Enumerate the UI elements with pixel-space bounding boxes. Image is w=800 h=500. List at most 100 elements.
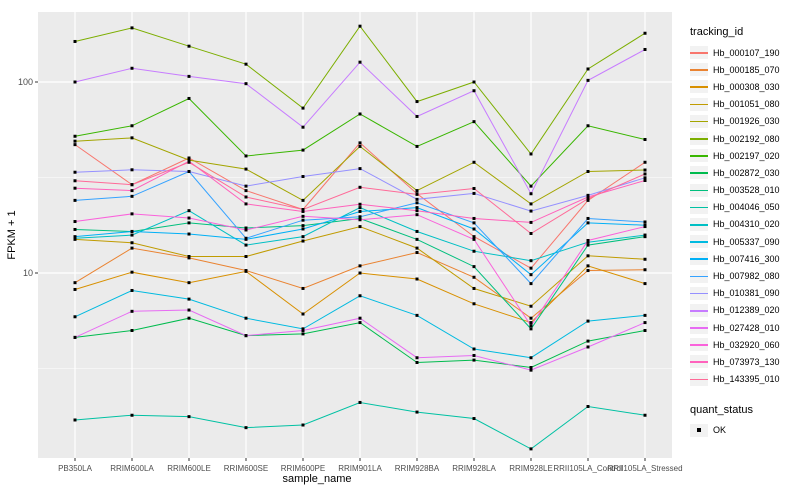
- data-point: [301, 227, 305, 231]
- data-point: [301, 423, 305, 427]
- data-point: [358, 400, 362, 404]
- data-point: [415, 192, 419, 196]
- data-point: [472, 237, 476, 241]
- legend-item-Hb_002872_030: Hb_002872_030: [690, 164, 798, 181]
- data-point: [643, 268, 647, 272]
- legend-item-label: Hb_002872_030: [713, 167, 780, 178]
- legend-color-line-icon: [690, 309, 708, 312]
- legend-key-swatch: [690, 217, 708, 231]
- data-point: [73, 134, 77, 138]
- data-point: [73, 139, 77, 143]
- data-point: [586, 269, 590, 273]
- data-point: [130, 413, 134, 417]
- x-tick-label: RRIM600LA: [110, 464, 154, 473]
- data-point: [415, 100, 419, 104]
- data-point: [301, 209, 305, 213]
- data-point: [130, 241, 134, 245]
- legend-key-swatch: [690, 355, 708, 369]
- data-point: [130, 328, 134, 332]
- legend-color-line-icon: [690, 206, 708, 209]
- legend-item-Hb_002192_080: Hb_002192_080: [690, 130, 798, 147]
- x-axis-title: sample_name: [282, 473, 351, 485]
- legend-key-swatch: [690, 114, 708, 128]
- data-point: [187, 255, 191, 259]
- data-point: [244, 82, 248, 86]
- data-point: [415, 313, 419, 317]
- legend-item-Hb_027428_010: Hb_027428_010: [690, 319, 798, 336]
- x-tick-label: RRIM928BA: [395, 464, 440, 473]
- x-tick-label: RRIM600PE: [281, 464, 325, 473]
- data-point: [472, 80, 476, 84]
- data-point: [643, 413, 647, 417]
- data-point: [643, 328, 647, 332]
- legend-item-Hb_000185_070: Hb_000185_070: [690, 61, 798, 78]
- data-point: [301, 198, 305, 202]
- data-point: [187, 232, 191, 236]
- data-point: [187, 74, 191, 78]
- data-point: [187, 96, 191, 100]
- legend-color-line-icon: [690, 155, 708, 157]
- data-point: [130, 26, 134, 30]
- data-point: [643, 225, 647, 229]
- legend-key-swatch: [690, 166, 708, 180]
- data-point: [586, 238, 590, 242]
- quant-ok-key-swatch: [690, 423, 708, 437]
- data-point: [244, 269, 248, 273]
- data-point: [529, 368, 533, 372]
- data-point: [586, 67, 590, 71]
- x-tick-label: RRIM928LE: [509, 464, 553, 473]
- data-point: [415, 410, 419, 414]
- data-point: [643, 168, 647, 172]
- legend-item-label: Hb_003528_010: [713, 185, 780, 196]
- data-point: [301, 332, 305, 336]
- legend-item-Hb_002197_020: Hb_002197_020: [690, 147, 798, 164]
- data-point: [244, 195, 248, 199]
- data-point: [187, 281, 191, 285]
- legend-item-label: Hb_000107_190: [713, 47, 780, 58]
- legend-item-label: Hb_000308_030: [713, 81, 780, 92]
- data-point: [643, 160, 647, 164]
- data-point: [472, 358, 476, 362]
- legend-color-line-icon: [690, 86, 708, 89]
- data-point: [73, 227, 77, 231]
- data-point: [472, 286, 476, 290]
- legend-item-Hb_005337_090: Hb_005337_090: [690, 233, 798, 250]
- data-point: [130, 189, 134, 193]
- data-point: [472, 302, 476, 306]
- legend-key-swatch: [690, 183, 708, 197]
- data-point: [187, 216, 191, 220]
- data-point: [586, 319, 590, 323]
- data-point: [529, 316, 533, 320]
- legend-item-Hb_032920_060: Hb_032920_060: [690, 336, 798, 353]
- data-point: [358, 144, 362, 148]
- y-axis-title: FPKM + 1: [6, 210, 18, 259]
- legend-item-Hb_004046_050: Hb_004046_050: [690, 199, 798, 216]
- data-point: [529, 304, 533, 308]
- data-point: [244, 167, 248, 171]
- data-point: [415, 201, 419, 205]
- data-point: [130, 168, 134, 172]
- data-point: [586, 216, 590, 220]
- data-point: [472, 275, 476, 279]
- data-point: [73, 39, 77, 43]
- data-point: [244, 236, 248, 240]
- data-point: [73, 179, 77, 183]
- data-point: [301, 106, 305, 110]
- data-point: [472, 235, 476, 239]
- data-point: [358, 321, 362, 325]
- legend-item-Hb_143395_010: Hb_143395_010: [690, 371, 798, 388]
- data-point: [472, 89, 476, 93]
- legend-key-swatch: [690, 132, 708, 146]
- data-point: [73, 220, 77, 224]
- legend-item-Hb_007416_300: Hb_007416_300: [690, 250, 798, 267]
- data-point: [73, 315, 77, 319]
- legend-item-label: Hb_004310_020: [713, 219, 780, 230]
- legend-color-line-icon: [690, 172, 708, 174]
- legend-item-label: Hb_000185_070: [713, 64, 780, 75]
- data-point: [415, 229, 419, 233]
- data-point: [244, 243, 248, 247]
- data-point: [187, 221, 191, 225]
- legend-item-Hb_073973_130: Hb_073973_130: [690, 353, 798, 370]
- data-point: [586, 264, 590, 268]
- x-tick-label: RRIM600SE: [224, 464, 268, 473]
